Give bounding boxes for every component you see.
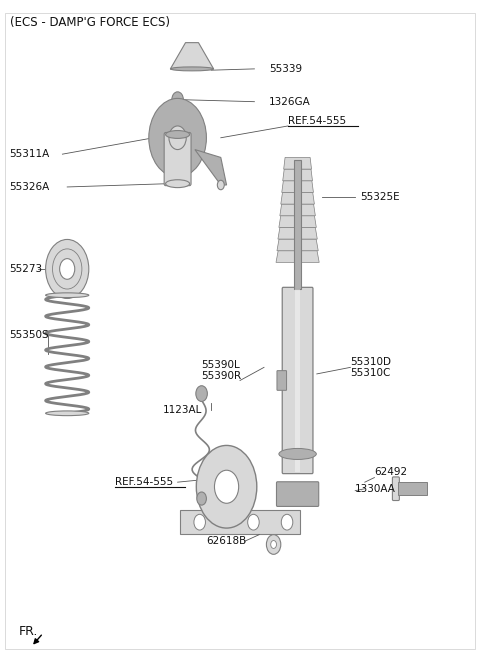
Polygon shape — [170, 43, 214, 69]
Circle shape — [46, 239, 89, 298]
Circle shape — [149, 98, 206, 177]
Circle shape — [196, 445, 257, 528]
Circle shape — [197, 492, 206, 505]
Text: 1330AA: 1330AA — [355, 483, 396, 494]
Polygon shape — [278, 228, 317, 239]
Polygon shape — [284, 157, 312, 169]
FancyBboxPatch shape — [282, 287, 313, 474]
Text: 1326GA: 1326GA — [269, 96, 311, 107]
Ellipse shape — [46, 293, 89, 298]
Bar — [398, 482, 427, 495]
Polygon shape — [180, 510, 300, 534]
FancyBboxPatch shape — [164, 133, 191, 186]
Circle shape — [271, 541, 276, 548]
Polygon shape — [283, 169, 312, 181]
Text: 55350S: 55350S — [10, 329, 49, 340]
Text: 55339: 55339 — [269, 64, 302, 74]
Circle shape — [194, 514, 205, 530]
Text: FR.: FR. — [19, 625, 38, 638]
Text: 55326A: 55326A — [10, 182, 50, 192]
Polygon shape — [276, 251, 319, 262]
Text: 55311A: 55311A — [10, 149, 50, 159]
Polygon shape — [282, 181, 313, 192]
Ellipse shape — [170, 67, 214, 71]
Circle shape — [248, 514, 259, 530]
Text: 55310D
55310C: 55310D 55310C — [350, 357, 391, 378]
FancyBboxPatch shape — [392, 477, 399, 501]
Text: REF.54-555: REF.54-555 — [288, 116, 346, 127]
Text: 55273: 55273 — [10, 264, 43, 274]
Polygon shape — [279, 216, 316, 228]
Text: 1123AL: 1123AL — [163, 405, 203, 415]
Ellipse shape — [166, 180, 190, 188]
Circle shape — [217, 180, 224, 190]
Text: 55325E: 55325E — [360, 192, 400, 202]
Polygon shape — [281, 192, 314, 204]
FancyBboxPatch shape — [276, 482, 319, 506]
Circle shape — [196, 386, 207, 401]
Ellipse shape — [166, 131, 190, 138]
Polygon shape — [195, 150, 227, 185]
Text: 62492: 62492 — [374, 467, 408, 478]
Circle shape — [281, 514, 293, 530]
Circle shape — [172, 92, 183, 108]
Circle shape — [215, 470, 239, 503]
Bar — [294, 160, 301, 289]
Polygon shape — [277, 239, 318, 251]
Circle shape — [266, 535, 281, 554]
Ellipse shape — [46, 411, 89, 416]
FancyBboxPatch shape — [277, 371, 287, 390]
Text: 62618B: 62618B — [206, 536, 247, 546]
Circle shape — [60, 258, 75, 279]
Text: 55390L
55390R: 55390L 55390R — [202, 360, 242, 381]
Text: (ECS - DAMP'G FORCE ECS): (ECS - DAMP'G FORCE ECS) — [10, 16, 169, 30]
Circle shape — [169, 126, 186, 150]
Polygon shape — [280, 204, 315, 216]
Bar — [295, 289, 300, 472]
Ellipse shape — [279, 449, 316, 459]
Text: REF.54-555: REF.54-555 — [115, 477, 173, 487]
